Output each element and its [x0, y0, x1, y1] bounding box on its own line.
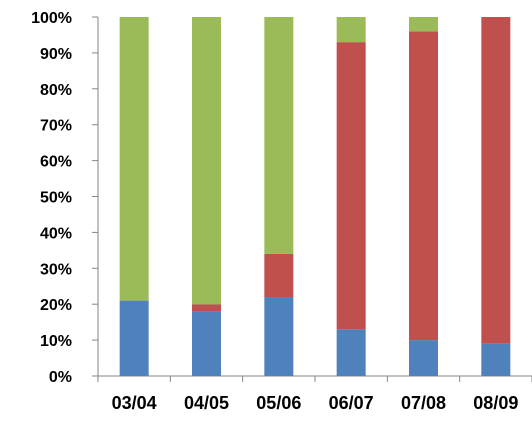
bar-segment-series-3 [264, 17, 294, 254]
y-tick-label: 0% [49, 369, 72, 386]
x-tick-label: 06/07 [329, 393, 374, 413]
bar-segment-series-1 [481, 343, 511, 376]
bars [119, 17, 511, 376]
y-tick-label: 80% [40, 82, 72, 99]
bar-segment-series-1 [409, 340, 438, 376]
bar-segment-series-2 [336, 42, 366, 330]
bar-segment-series-1 [119, 300, 149, 376]
bar-segment-series-3 [336, 17, 366, 43]
x-tick-label: 04/05 [184, 393, 229, 413]
y-tick-label: 70% [40, 118, 72, 135]
x-tick-label: 07/08 [401, 393, 446, 413]
bar-segment-series-2 [481, 17, 511, 344]
y-tick-label: 10% [40, 333, 72, 350]
bar-segment-series-1 [192, 311, 221, 376]
bar-segment-series-2 [264, 253, 294, 298]
y-tick-label: 100% [31, 10, 72, 27]
bar-segment-series-2 [192, 304, 221, 312]
y-tick-label: 50% [40, 190, 72, 207]
bar-segment-series-1 [264, 297, 294, 376]
x-axis: 03/04 04/05 05/06 06/07 07/08 08/09 [97, 375, 532, 413]
x-tick-label: 03/04 [112, 393, 157, 413]
x-tick-label: 05/06 [256, 393, 301, 413]
bar-segment-series-1 [336, 329, 366, 376]
bar-segment-series-3 [119, 17, 149, 301]
y-tick-label: 30% [40, 261, 72, 278]
bar-segment-series-2 [409, 31, 438, 341]
bar-segment-series-3 [409, 17, 438, 32]
y-axis: 0% 10% 20% 30% 40% 50% 60% 70% 80% 90% 100% [31, 10, 99, 386]
y-tick-label: 20% [40, 297, 72, 314]
y-tick-label: 90% [40, 46, 72, 63]
x-tick-label: 08/09 [473, 393, 518, 413]
y-tick-label: 60% [40, 154, 72, 171]
y-tick-label: 40% [40, 225, 72, 242]
bar-segment-series-3 [192, 17, 221, 305]
